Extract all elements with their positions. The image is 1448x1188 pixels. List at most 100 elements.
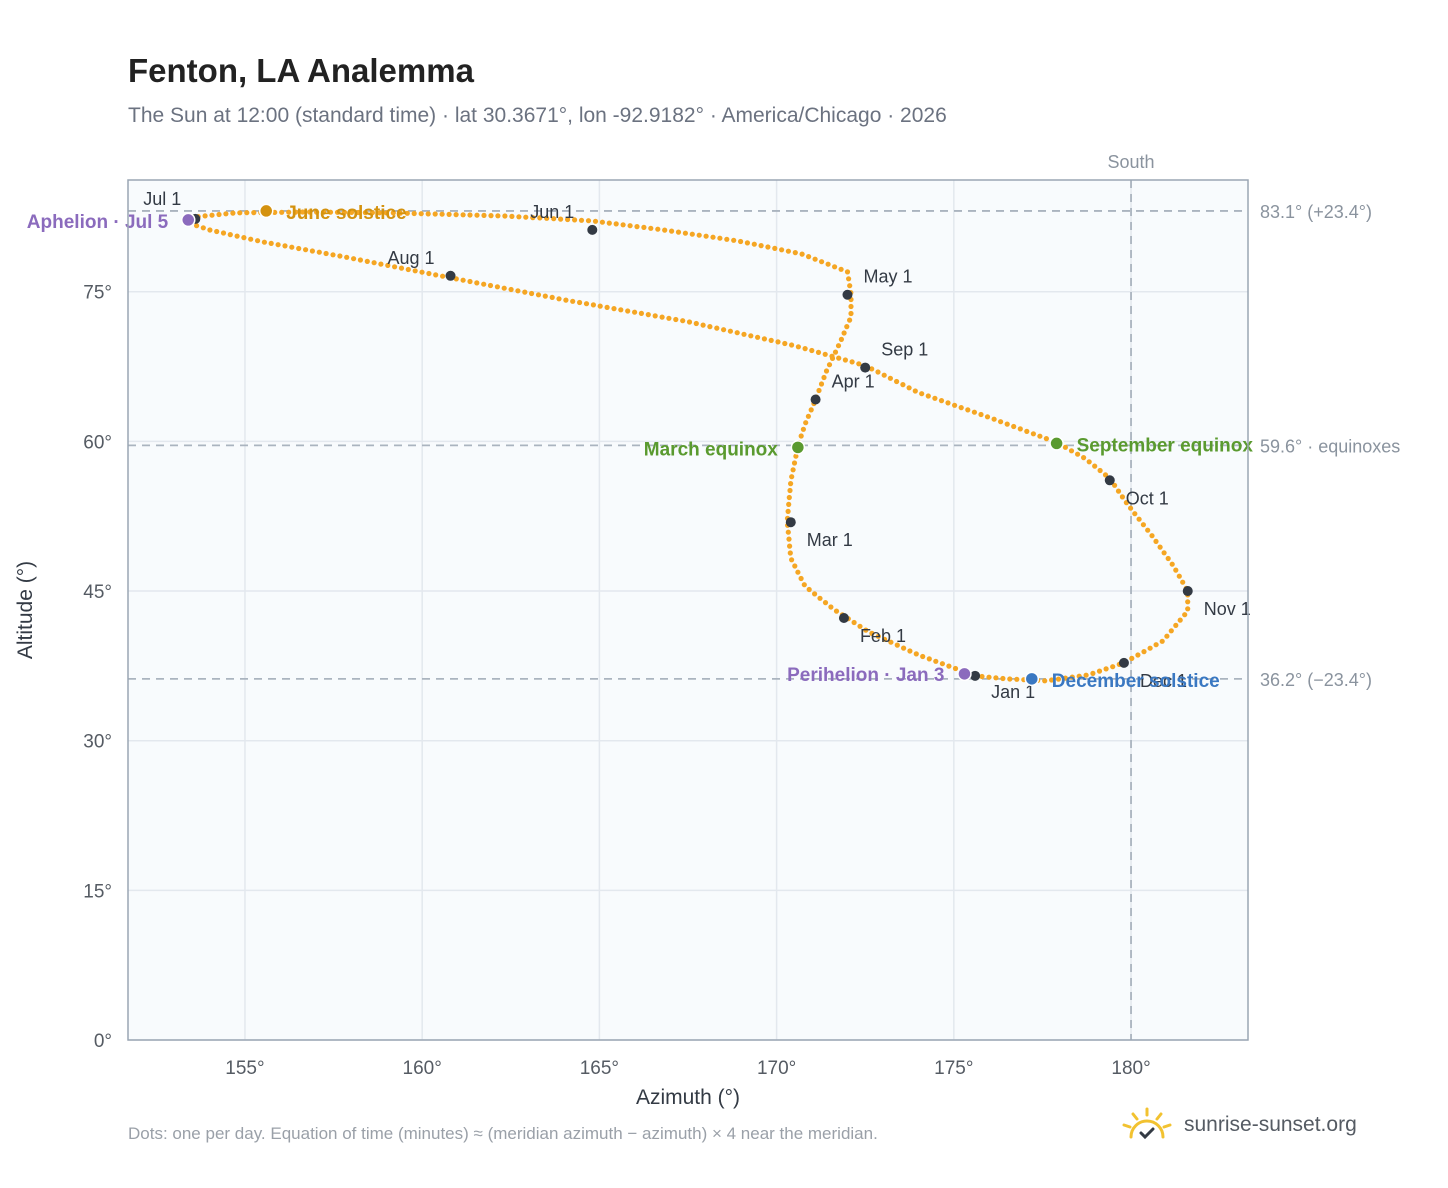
daily-sun-dot [900,382,906,388]
daily-sun-dot [800,426,807,432]
daily-sun-dot [826,362,833,368]
daily-sun-dot [792,250,798,256]
daily-sun-dot [832,264,838,270]
daily-sun-dot [919,391,925,397]
daily-sun-dot [863,627,869,633]
daily-sun-dot [1110,664,1116,670]
daily-sun-dot [808,407,814,413]
daily-sun-dot [351,256,357,262]
daily-sun-dot [986,674,992,680]
daily-sun-dot [913,651,919,657]
x-tick-label: 180° [1111,1058,1150,1079]
daily-sun-dot [509,213,515,219]
daily-sun-dot [817,595,823,601]
daily-sun-dot [881,372,887,378]
month-label: Apr 1 [832,371,875,391]
daily-sun-dot [1076,673,1082,679]
daily-sun-dot [1123,500,1129,506]
daily-sun-dot [1102,472,1109,478]
daily-sun-dot [390,210,396,216]
daily-sun-dot [779,247,785,253]
daily-sun-dot [412,268,418,274]
daily-sun-dot [758,243,764,249]
daily-sun-dot [237,210,243,216]
event-label: Perihelion · Jan 3 [787,665,944,686]
daily-sun-dot [563,297,569,303]
daily-sun-dot [227,232,233,238]
daily-sun-dot [847,283,853,289]
daily-sun-dot [1185,599,1191,605]
daily-sun-dot [364,258,370,264]
daily-sun-dot [788,481,794,487]
daily-sun-dot [467,278,473,285]
daily-sun-dot [558,216,564,222]
daily-sun-dot [337,253,343,259]
daily-sun-dot [1086,459,1092,465]
daily-sun-dot [662,227,668,233]
daily-sun-dot [344,254,350,260]
daily-sun-dot [1145,527,1151,533]
daily-sun-dot [926,656,932,662]
daily-sun-dot [1161,550,1167,556]
month-marker [785,517,796,528]
daily-sun-dot [835,343,842,349]
daily-sun-dot [549,294,555,300]
daily-sun-dot [523,214,529,220]
daily-sun-dot [803,420,809,426]
daily-sun-dot [289,244,295,250]
daily-sun-dot [1159,638,1165,644]
daily-sun-dot [965,407,971,413]
chart-title: Fenton, LA Analemma [128,52,474,89]
daily-sun-dot [214,228,220,235]
daily-sun-dot [789,342,795,348]
daily-sun-dot [787,487,793,494]
daily-sun-dot [785,248,792,254]
daily-sun-dot [1030,431,1036,437]
x-tick-label: 165° [580,1058,619,1079]
daily-sun-dot [825,261,831,267]
daily-sun-dot [1185,606,1191,612]
daily-sun-dot [1090,670,1096,677]
daily-sun-dot [819,259,825,265]
daily-sun-dot [583,301,590,307]
daily-sun-dot [894,378,900,385]
daily-sun-dot [789,474,795,480]
daily-sun-dot [875,633,881,639]
daily-sun-dot [1004,421,1010,427]
daily-sun-dot [627,223,633,229]
daily-sun-dot [822,351,828,357]
daily-sun-dot [1173,622,1179,629]
daily-sun-dot [1049,677,1055,683]
daily-sun-dot [535,292,542,298]
daily-sun-dot [666,315,672,321]
daily-sun-dot [686,319,693,325]
daily-sun-dot [1147,645,1153,651]
daily-sun-dot [738,238,744,245]
daily-sun-dot [241,235,247,241]
daily-sun-dot [772,245,778,251]
daily-sun-dot [693,320,699,327]
daily-sun-dot [727,328,734,334]
footnote: Dots: one per day. Equation of time (min… [128,1124,878,1143]
daily-sun-dot [782,340,788,347]
daily-sun-dot [838,266,844,272]
daily-sun-dot [849,359,855,365]
daily-sun-dot [945,400,951,406]
daily-sun-dot [618,307,624,313]
daily-sun-dot [467,212,473,218]
daily-sun-dot [209,212,215,218]
daily-sun-dot [848,310,854,317]
daily-sun-dot [508,286,514,293]
daily-sun-dot [958,405,964,411]
daily-sun-dot [744,240,751,246]
month-label: Oct 1 [1126,488,1169,508]
daily-sun-dot [761,336,768,342]
daily-sun-dot [809,347,815,354]
daily-sun-dot [481,281,487,287]
month-label: Jun 1 [530,202,574,222]
daily-sun-dot [1165,555,1171,562]
brand[interactable]: sunrise-sunset.org [1120,1104,1357,1146]
daily-sun-dot [669,228,675,234]
daily-sun-dot [411,210,417,217]
